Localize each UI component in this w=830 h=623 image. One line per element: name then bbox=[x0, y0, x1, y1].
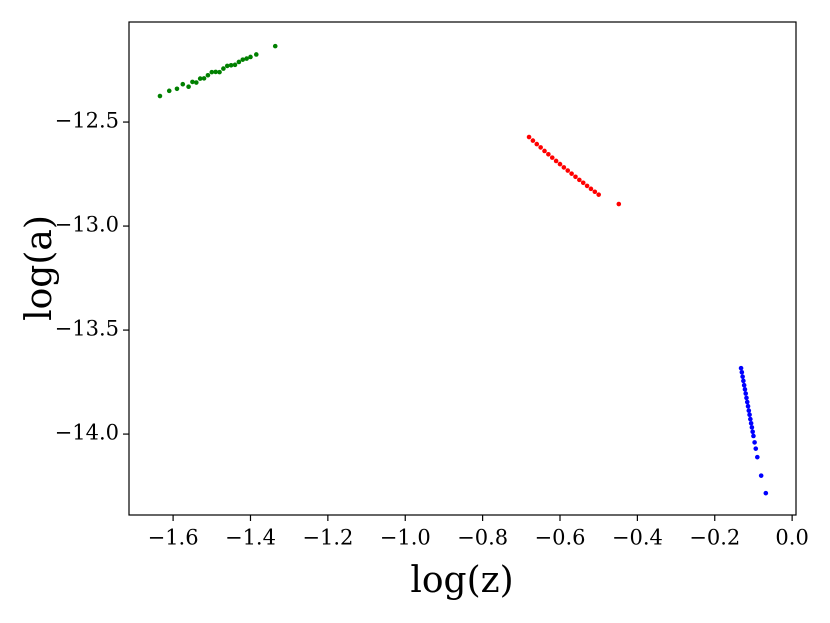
x-tick-label: −1.4 bbox=[225, 526, 276, 550]
x-tick-label: −0.2 bbox=[689, 526, 740, 550]
point bbox=[217, 69, 222, 75]
point bbox=[746, 408, 752, 413]
x-tick-label: −0.6 bbox=[534, 526, 585, 550]
point bbox=[174, 86, 180, 92]
point bbox=[530, 138, 536, 143]
point bbox=[557, 161, 563, 167]
point bbox=[553, 158, 559, 164]
y-axis-label: log(a) bbox=[19, 215, 60, 321]
x-axis-label: log(z) bbox=[410, 560, 513, 601]
x-tick-label: −0.4 bbox=[612, 526, 663, 550]
point bbox=[747, 412, 752, 418]
point bbox=[197, 76, 203, 81]
point bbox=[561, 165, 567, 170]
point bbox=[157, 93, 163, 99]
point bbox=[740, 374, 745, 379]
point bbox=[745, 403, 751, 409]
point bbox=[221, 66, 226, 71]
point bbox=[272, 43, 278, 49]
point bbox=[596, 192, 601, 197]
x-tick-label: −0.8 bbox=[457, 526, 508, 550]
point bbox=[577, 177, 582, 183]
point bbox=[538, 145, 543, 150]
point bbox=[201, 76, 207, 81]
point bbox=[190, 79, 195, 85]
x-tick-label: −1.2 bbox=[302, 526, 353, 550]
x-tick-label: 0.0 bbox=[775, 526, 808, 550]
point bbox=[565, 168, 571, 173]
point bbox=[751, 433, 756, 439]
point bbox=[616, 201, 622, 207]
point bbox=[763, 490, 769, 496]
point bbox=[750, 429, 755, 435]
point bbox=[741, 382, 747, 388]
point bbox=[588, 186, 594, 192]
point bbox=[744, 399, 750, 405]
point bbox=[244, 56, 249, 61]
point bbox=[580, 180, 586, 186]
point bbox=[584, 183, 590, 189]
point bbox=[240, 57, 246, 62]
point bbox=[758, 473, 764, 478]
x-tick-label: −1.6 bbox=[148, 526, 199, 550]
point bbox=[753, 446, 759, 451]
plot-frame bbox=[128, 21, 797, 516]
point bbox=[546, 151, 551, 157]
point bbox=[213, 69, 218, 75]
point bbox=[253, 52, 259, 57]
point bbox=[741, 378, 746, 384]
y-tick-label: −13.0 bbox=[55, 213, 119, 237]
point bbox=[228, 62, 234, 68]
point bbox=[744, 395, 749, 401]
point bbox=[738, 365, 744, 371]
point bbox=[755, 454, 760, 460]
point bbox=[592, 189, 598, 195]
point bbox=[752, 440, 757, 445]
point bbox=[748, 416, 753, 422]
point bbox=[742, 387, 748, 392]
point bbox=[743, 391, 749, 396]
y-tick-label: −12.5 bbox=[55, 109, 119, 133]
point bbox=[569, 171, 574, 176]
point bbox=[534, 141, 540, 147]
point bbox=[739, 370, 745, 375]
point bbox=[573, 174, 578, 180]
point bbox=[549, 155, 555, 160]
y-tick-label: −14.0 bbox=[55, 421, 119, 445]
x-tick-label: −1.0 bbox=[380, 526, 431, 550]
point bbox=[542, 148, 547, 154]
point bbox=[248, 54, 253, 60]
point bbox=[180, 81, 186, 87]
point bbox=[232, 62, 238, 68]
y-tick-label: −13.5 bbox=[55, 317, 119, 341]
point bbox=[194, 80, 199, 85]
point bbox=[166, 88, 172, 94]
point bbox=[224, 63, 230, 69]
point bbox=[205, 72, 211, 78]
point bbox=[186, 84, 191, 89]
point bbox=[748, 420, 754, 426]
point bbox=[749, 425, 755, 430]
point bbox=[209, 69, 215, 75]
point bbox=[526, 134, 532, 140]
point bbox=[236, 59, 242, 65]
